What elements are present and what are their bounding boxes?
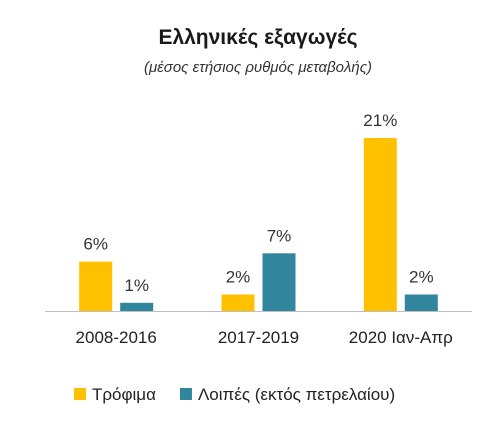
legend-swatch-2	[179, 388, 192, 400]
data-label-series1-cat2: 2%	[226, 268, 251, 287]
legend-label-1: Τρόφιμα	[92, 385, 156, 404]
data-label-series1-cat1: 6%	[83, 235, 108, 254]
data-label-series2-cat1: 1%	[124, 276, 149, 295]
chart-title: Ελληνικές εξαγωγές	[158, 26, 357, 49]
data-label-series2-cat3: 2%	[409, 268, 434, 287]
x-tick-label-2: 2017-2019	[218, 328, 299, 347]
bar-series2-cat1	[120, 302, 154, 311]
bar-series1-cat2	[221, 294, 255, 311]
chart-subtitle: (μέσος ετήσιος ρυθμός μεταβολής)	[144, 59, 372, 76]
bar-series1-cat1	[79, 261, 113, 311]
data-label-series1-cat3: 21%	[363, 111, 397, 130]
bar-series2-cat2	[262, 253, 296, 311]
legend: Τρόφιμα Λοιπές (εκτός πετρελαίου)	[74, 385, 395, 404]
data-labels-layer: 6% 1% 2% 7% 21% 2%	[83, 111, 433, 295]
x-tick-label-3: 2020 Ιαν-Απρ	[349, 328, 453, 347]
legend-swatch-1	[74, 388, 86, 400]
bar-series2-cat3	[404, 294, 438, 311]
x-tick-labels: 2008-2016 2017-2019 2020 Ιαν-Απρ	[76, 328, 453, 347]
data-label-series2-cat2: 7%	[267, 226, 292, 245]
legend-label-2: Λοιπές (εκτός πετρελαίου)	[198, 385, 395, 404]
x-tick-label-1: 2008-2016	[76, 328, 157, 347]
bar-series1-cat3	[363, 138, 397, 311]
bars-layer	[79, 138, 438, 311]
